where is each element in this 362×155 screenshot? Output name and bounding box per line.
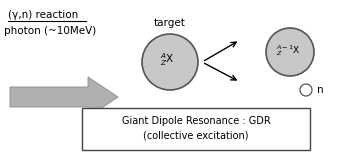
Bar xyxy=(82,108,310,150)
Text: (collective excitation): (collective excitation) xyxy=(143,131,249,141)
Text: Giant Dipole Resonance : GDR: Giant Dipole Resonance : GDR xyxy=(122,116,270,126)
Circle shape xyxy=(266,28,314,76)
Text: $^{A-1}_Z$X: $^{A-1}_Z$X xyxy=(276,44,300,58)
Circle shape xyxy=(142,34,198,90)
Text: (γ,n) reaction: (γ,n) reaction xyxy=(8,10,78,20)
Polygon shape xyxy=(10,77,118,117)
Text: $^A_Z$X: $^A_Z$X xyxy=(160,52,174,68)
Circle shape xyxy=(300,84,312,96)
Text: photon (~10MeV): photon (~10MeV) xyxy=(4,26,96,36)
Text: n: n xyxy=(317,85,324,95)
Text: target: target xyxy=(154,18,186,28)
